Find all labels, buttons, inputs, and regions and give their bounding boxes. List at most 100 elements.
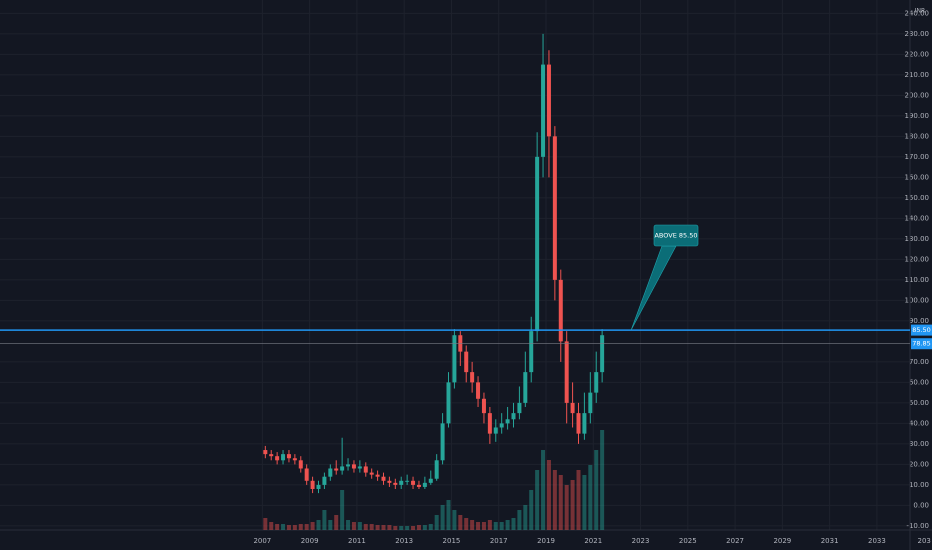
y-tick-label: 70.00 — [909, 358, 929, 366]
candle-body — [452, 335, 457, 383]
grid — [0, 0, 910, 530]
candle-body — [316, 484, 321, 489]
volume-bar — [452, 510, 457, 530]
candle-body — [588, 392, 593, 414]
candle-body — [564, 341, 569, 403]
candle-body — [600, 335, 605, 373]
y-tick-label: 90.00 — [909, 317, 929, 325]
y-tick-label: 230.00 — [905, 30, 930, 38]
candle-body — [363, 466, 368, 473]
y-tick-label: 220.00 — [905, 50, 930, 58]
candle-body — [411, 480, 416, 485]
candle-body — [576, 413, 581, 434]
candle-body — [523, 372, 528, 403]
candle-body — [505, 419, 510, 424]
volume-bar — [381, 525, 386, 530]
volume-bar — [458, 515, 463, 530]
volume-bar — [316, 520, 321, 530]
x-tick-label: 2025 — [679, 537, 697, 545]
volume-bar — [434, 515, 439, 530]
candle-body — [594, 372, 599, 393]
volume-bar — [340, 490, 345, 530]
candle-body — [399, 480, 404, 485]
x-tick-label: 2029 — [773, 537, 791, 545]
y-tick-label: 10.00 — [909, 481, 929, 489]
candle-body — [446, 382, 451, 424]
candle-body — [375, 474, 380, 477]
x-tick-label: 2033 — [868, 537, 886, 545]
volume-bar — [334, 515, 339, 530]
volume-bar — [511, 518, 516, 530]
y-tick-label: 190.00 — [905, 112, 930, 120]
volume-bar — [505, 520, 510, 530]
volume-bar — [440, 505, 445, 530]
candle-body — [393, 482, 398, 485]
candle-body — [269, 454, 274, 457]
volume-bar — [499, 522, 504, 530]
volume-bar — [281, 524, 286, 530]
volume-bar — [523, 505, 528, 530]
x-tick-label: 2021 — [584, 537, 602, 545]
volume-bar — [405, 526, 410, 530]
volume-bar — [481, 522, 486, 530]
y-tick-label: 50.00 — [909, 399, 929, 407]
volume-bar — [286, 525, 291, 530]
volume-bar — [600, 430, 605, 530]
candle-body — [298, 460, 303, 469]
volume-bar — [546, 460, 551, 530]
volume-bar — [517, 510, 522, 530]
volume-bar — [304, 524, 309, 530]
volume-bar — [582, 475, 587, 530]
candle-body — [286, 454, 291, 459]
candle-body — [541, 64, 546, 157]
x-tick-label: 2007 — [253, 537, 271, 545]
volume-bar — [346, 520, 351, 530]
candle-body — [582, 413, 587, 434]
y-tick-label: 20.00 — [909, 460, 929, 468]
volume-bar — [552, 470, 557, 530]
y-tick-label: 160.00 — [905, 173, 930, 181]
candle-body — [369, 472, 374, 475]
volume-bar — [529, 490, 534, 530]
volume-bar — [393, 526, 398, 530]
price-label: 78.85 — [912, 340, 931, 348]
volume-bar — [588, 465, 593, 530]
x-tick-label: 2011 — [348, 537, 366, 545]
volume-bar — [535, 470, 540, 530]
candle-body — [357, 466, 362, 469]
volume-bar — [558, 475, 563, 530]
x-tick-label: 2013 — [395, 537, 413, 545]
x-tick-label: 2017 — [490, 537, 508, 545]
x-tick-label: 2031 — [821, 537, 839, 545]
y-tick-label: 150.00 — [905, 194, 930, 202]
candle-body — [422, 482, 427, 487]
candle-body — [405, 480, 410, 482]
volume-bar — [322, 510, 327, 530]
y-tick-label: 120.00 — [905, 255, 930, 263]
volume-bar — [487, 520, 492, 530]
y-tick-label: 60.00 — [909, 378, 929, 386]
y-tick-label: 180.00 — [905, 132, 930, 140]
candle-body — [434, 460, 439, 479]
volume-bar — [357, 522, 362, 530]
candle-body — [558, 279, 563, 342]
volume-bar — [470, 520, 475, 530]
volume-bar — [369, 524, 374, 530]
y-tick-label: -10.00 — [906, 522, 929, 530]
volume-bar — [310, 522, 315, 530]
volume-bar — [476, 522, 481, 530]
candle-body — [304, 468, 309, 481]
price-label-bg — [911, 324, 932, 336]
candle-body — [416, 484, 421, 487]
candle-body — [458, 335, 463, 352]
y-tick-label: 140.00 — [905, 214, 930, 222]
candle-body — [499, 423, 504, 428]
volume-bar — [328, 520, 333, 530]
candle-body — [546, 64, 551, 137]
callout-text: ABOVE 85.50 — [654, 232, 697, 240]
candle-body — [570, 402, 575, 414]
volume-bar — [422, 525, 427, 530]
volume-bar — [570, 480, 575, 530]
